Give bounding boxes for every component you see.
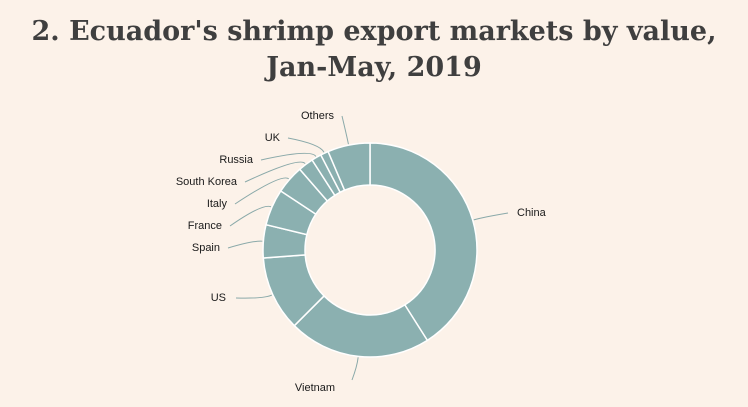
label-vietnam: Vietnam — [295, 382, 335, 394]
slice-labels: China Vietnam US Spain France Italy South Kore… — [176, 110, 547, 394]
label-us: US — [211, 292, 226, 304]
leader-china — [473, 212, 509, 221]
label-spain: Spain — [192, 242, 220, 254]
label-others: Others — [301, 110, 335, 122]
leader-us — [235, 294, 273, 299]
slice-others[interactable] — [327, 142, 371, 192]
leader-south-korea — [244, 161, 306, 183]
label-france: France — [188, 220, 222, 232]
label-china: China — [517, 207, 547, 219]
label-south-korea: South Korea — [176, 176, 238, 188]
leader-others — [341, 115, 349, 145]
label-italy: Italy — [207, 198, 228, 210]
leader-italy — [234, 177, 290, 205]
leader-russia — [260, 152, 317, 161]
leader-uk — [287, 137, 325, 153]
leader-spain — [227, 240, 263, 249]
slices — [262, 142, 478, 358]
leader-lines — [227, 115, 509, 381]
label-uk: UK — [265, 132, 281, 144]
leader-vietnam — [351, 357, 359, 381]
chart-title: 2. Ecuador's shrimp export markets by va… — [0, 14, 748, 86]
slice-china[interactable] — [369, 142, 478, 342]
chart-title-line1: 2. Ecuador's shrimp export markets by va… — [31, 16, 717, 47]
chart-title-line2: Jan-May, 2019 — [266, 52, 482, 83]
leader-france — [229, 205, 272, 227]
label-russia: Russia — [219, 154, 254, 166]
